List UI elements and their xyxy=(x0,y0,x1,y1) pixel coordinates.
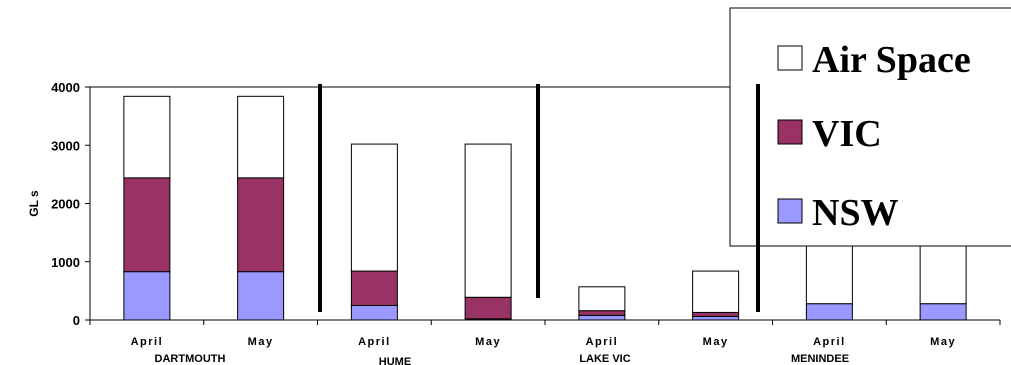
group-label: MENINDEE xyxy=(791,353,849,365)
bar-segment-nsw xyxy=(578,314,626,321)
bar-segment-air-space xyxy=(350,143,398,272)
x-tick-label: April xyxy=(358,336,391,348)
x-tick-label: May xyxy=(475,336,501,348)
bar-segment-vic xyxy=(237,177,285,273)
legend-label: NSW xyxy=(812,192,899,234)
bar-segment-air-space xyxy=(692,270,740,313)
x-tick-label: May xyxy=(248,336,274,348)
x-tick-label: April xyxy=(586,336,619,348)
bar-segment-nsw xyxy=(350,304,398,321)
bar-segment-air-space xyxy=(123,95,171,179)
bar-segment-nsw xyxy=(919,303,967,321)
bar-segment-air-space xyxy=(919,243,967,305)
y-axis: 0 1000 2000 3000 4000 GL s xyxy=(27,80,735,328)
bar-segment-nsw xyxy=(237,271,285,321)
x-tick-label: May xyxy=(703,336,729,348)
bar-segment-nsw xyxy=(692,316,740,321)
y-tick-label: 1000 xyxy=(51,255,80,270)
x-tick-label: April xyxy=(813,336,846,348)
x-axis: April May April May April May April May DARTMOUT… xyxy=(89,319,1001,365)
x-tick-label: April xyxy=(131,336,164,348)
legend-swatch-air-space xyxy=(777,45,803,71)
bar-segment-nsw xyxy=(805,303,853,321)
y-tick-label: 2000 xyxy=(51,197,80,212)
bar-segment-nsw xyxy=(123,271,171,321)
group-label: HUME xyxy=(379,356,411,365)
legend-swatch-nsw xyxy=(777,198,803,224)
bar-segment-vic xyxy=(578,310,626,316)
bar-segment-air-space xyxy=(578,286,626,312)
y-tick-label: 4000 xyxy=(51,80,80,95)
bar-segment-air-space xyxy=(805,243,853,305)
bar-segment-vic xyxy=(350,270,398,306)
legend-swatch-vic xyxy=(777,119,803,145)
legend: Air Space VIC NSW xyxy=(729,7,1011,312)
group-label: LAKE VIC xyxy=(579,353,630,365)
bar-segment-vic xyxy=(464,296,512,320)
bar-segment-air-space xyxy=(464,143,512,298)
bar-segment-vic xyxy=(123,177,171,273)
y-axis-label: GL s xyxy=(27,190,41,217)
y-tick-label: 3000 xyxy=(51,138,80,153)
bars xyxy=(123,95,967,321)
group-label: DARTMOUTH xyxy=(155,353,226,365)
legend-label: Air Space xyxy=(812,39,971,81)
legend-label: VIC xyxy=(812,113,882,155)
legend-box xyxy=(729,7,1011,247)
bar-segment-vic xyxy=(692,311,740,318)
x-tick-label: May xyxy=(930,336,956,348)
y-tick-label: 0 xyxy=(73,313,80,328)
bar-segment-air-space xyxy=(237,95,285,179)
